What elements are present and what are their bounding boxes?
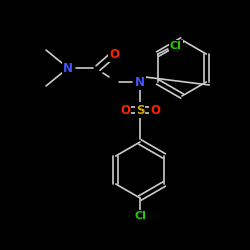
- Text: N: N: [63, 62, 73, 74]
- Text: O: O: [120, 104, 130, 117]
- Text: Cl: Cl: [170, 41, 182, 51]
- Text: S: S: [136, 104, 144, 117]
- Text: N: N: [135, 76, 145, 88]
- Text: Cl: Cl: [134, 211, 146, 221]
- Text: O: O: [109, 48, 119, 60]
- Text: O: O: [150, 104, 160, 117]
